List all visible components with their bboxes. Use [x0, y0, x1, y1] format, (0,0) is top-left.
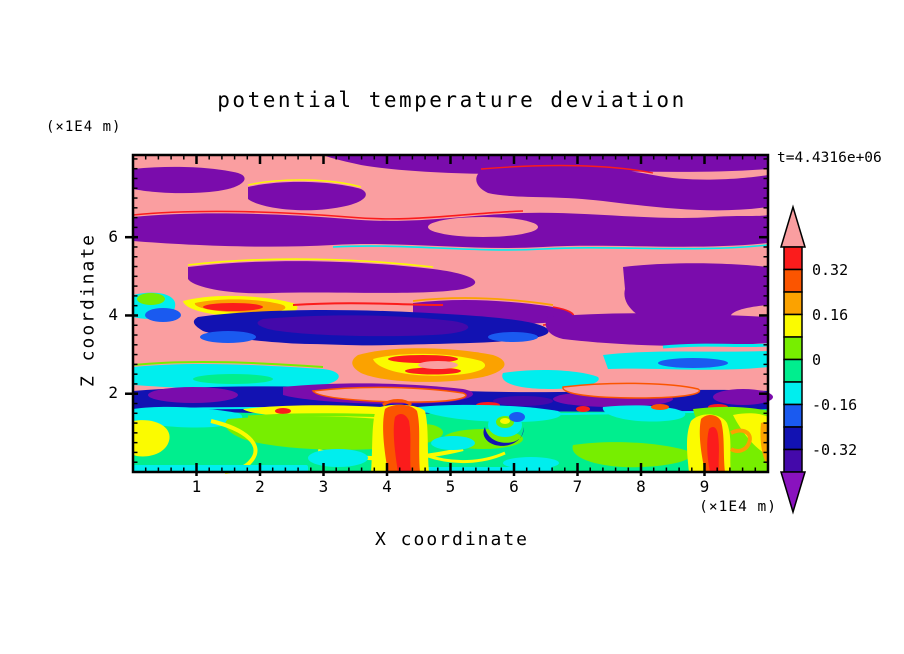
colorbar-bottom-arrow	[779, 471, 807, 515]
x-tick-label-3: 3	[318, 477, 329, 496]
z-tick-label-4: 4	[108, 305, 118, 324]
colorbar-segments	[783, 246, 803, 473]
x-tick-label-8: 8	[636, 477, 646, 496]
colorbar-label--0.16: -0.16	[812, 396, 858, 414]
page-title: potential temperature deviation	[217, 88, 687, 112]
plot-frame	[131, 153, 770, 474]
z-tick-label-6: 6	[108, 227, 118, 246]
x-tick-label-1: 1	[191, 477, 202, 496]
x-axis-title: X coordinate	[374, 529, 530, 550]
x-tick-label-6: 6	[509, 477, 519, 496]
x-axis-unit-label: (×1E4 m)	[699, 499, 777, 515]
colorbar-label-0.32: 0.32	[812, 261, 849, 279]
x-tick-label-7: 7	[572, 477, 583, 496]
x-tick-label-2: 2	[255, 477, 265, 496]
time-label: t=4.4316e+06	[777, 150, 882, 166]
x-tick-label-5: 5	[445, 477, 456, 496]
colorbar-label-0: 0	[812, 351, 822, 369]
contour-field	[132, 155, 773, 474]
z-tick-label-2: 2	[108, 383, 118, 402]
colorbar-top-arrow	[779, 204, 807, 248]
x-tick-label-9: 9	[699, 477, 710, 496]
colorbar-label-0.16: 0.16	[812, 306, 849, 324]
x-tick-label-4: 4	[382, 477, 392, 496]
colorbar	[779, 204, 807, 515]
contour-plot	[125, 153, 773, 476]
z-axis-unit-label: (×1E4 m)	[46, 119, 122, 135]
colorbar-label--0.32: -0.32	[812, 441, 858, 459]
